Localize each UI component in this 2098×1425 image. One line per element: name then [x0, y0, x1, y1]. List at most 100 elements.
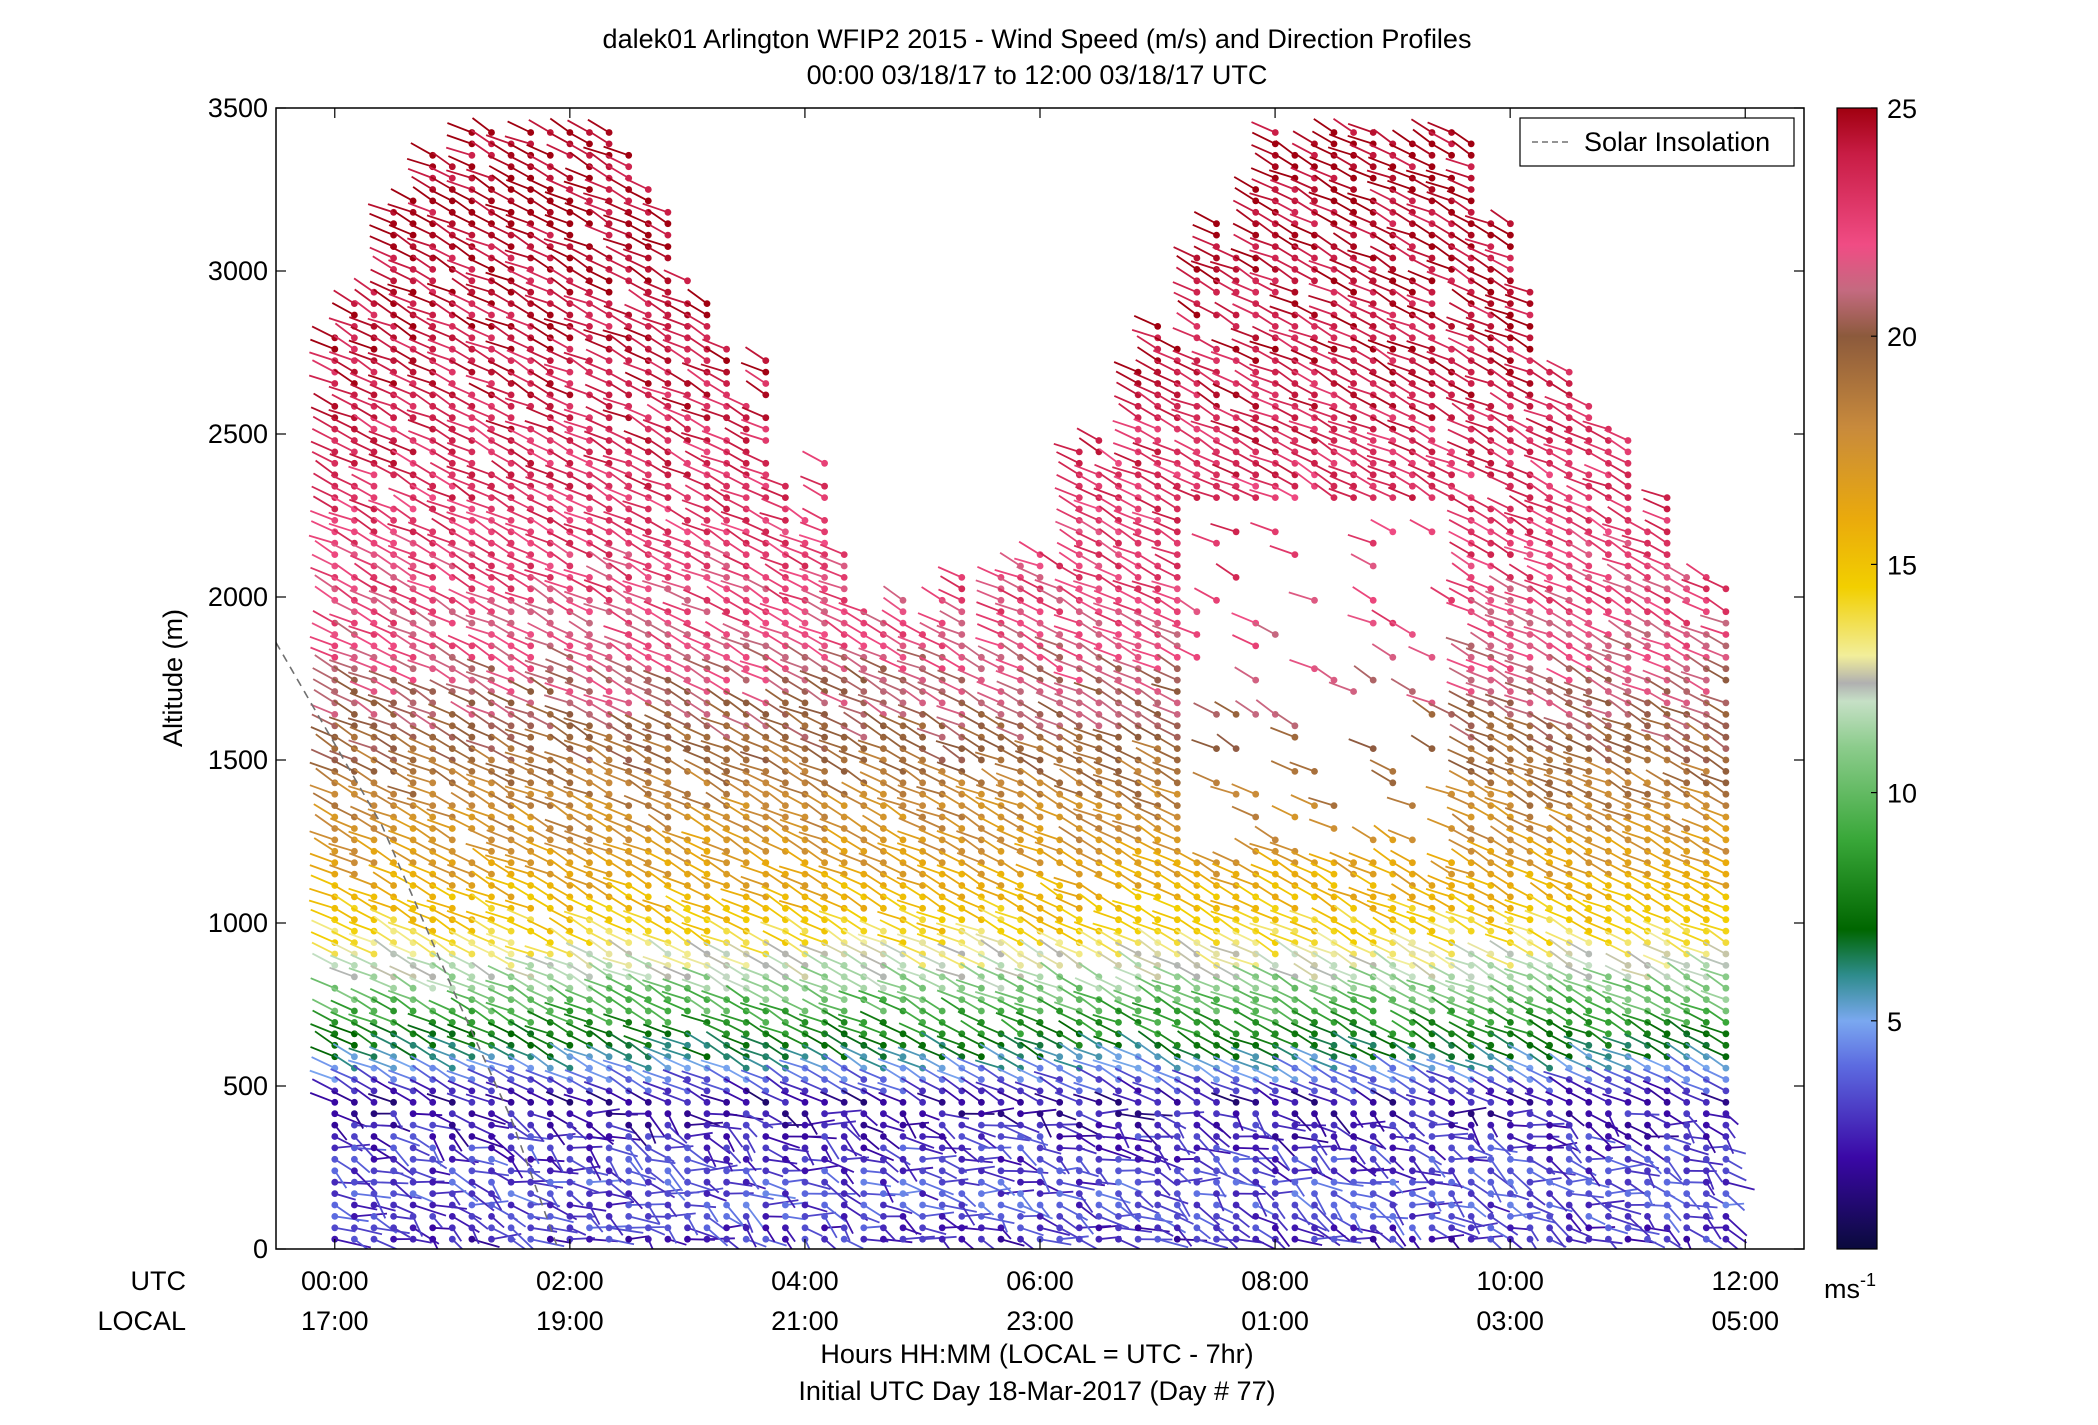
wind-vector-shaft [349, 875, 375, 887]
wind-vector-point [331, 711, 339, 718]
wind-vector-point [664, 1133, 672, 1140]
wind-vector-point [684, 1178, 691, 1186]
wind-vector-point [429, 1213, 437, 1220]
wind-vector-point [429, 1098, 437, 1106]
wind-vector-point [664, 208, 672, 216]
wind-vector-shaft [314, 574, 336, 590]
wind-vector-point [351, 311, 358, 319]
wind-vector-point [448, 1190, 456, 1197]
wind-vector-shaft [312, 495, 336, 510]
wind-vector-shaft [354, 1147, 387, 1151]
wind-vector-point [684, 1235, 691, 1243]
wind-vector-shaft [310, 908, 336, 921]
wind-vector-point [586, 596, 593, 604]
wind-vector [331, 919, 358, 935]
wind-vector-point [527, 288, 535, 296]
wind-vector-shaft [331, 439, 355, 453]
wind-vector-point [566, 288, 574, 296]
wind-vector-point [370, 1053, 378, 1061]
wind-vector-point [644, 893, 652, 901]
wind-vector-point [644, 1098, 652, 1106]
wind-vector-point [331, 653, 339, 661]
wind-vector [313, 837, 339, 855]
wind-vector-shaft [310, 874, 336, 887]
wind-vector-point [390, 1178, 397, 1186]
wind-vector-point [546, 186, 554, 193]
wind-vector-point [468, 494, 476, 501]
wind-vector-point [331, 699, 339, 707]
wind-vector-shaft [331, 393, 355, 408]
wind-vector-point [488, 197, 495, 205]
wind-vector [309, 864, 339, 878]
wind-vector-point [409, 653, 417, 661]
wind-vector-point [429, 813, 437, 821]
wind-vector-point [566, 425, 574, 433]
wind-vector [333, 334, 358, 353]
wind-vector-point [468, 1144, 476, 1152]
wind-vector-point [409, 1144, 417, 1152]
wind-vector-point [448, 174, 456, 182]
wind-vector-shaft [329, 966, 355, 978]
wind-vector-point [546, 790, 554, 798]
wind-vector-point [566, 1007, 574, 1015]
wind-vector-point [644, 505, 652, 513]
wind-vector-point [664, 813, 672, 821]
wind-vector-point [586, 505, 593, 513]
wind-vector-point [684, 950, 691, 958]
wind-vector-point [566, 779, 574, 787]
wind-vector-shaft [334, 585, 355, 602]
wind-vector-point [351, 1178, 358, 1186]
wind-vector-shaft [334, 1192, 356, 1201]
wind-vector-point [370, 859, 378, 867]
wind-vector [329, 613, 358, 627]
wind-vector-point [644, 231, 652, 239]
wind-vector-point [566, 517, 574, 524]
wind-vector-shaft [310, 977, 336, 990]
wind-vector-point [507, 745, 515, 752]
wind-vector-point [448, 676, 456, 684]
wind-vector-shaft [332, 427, 355, 442]
wind-vector-point [409, 1235, 417, 1243]
wind-vector-point [625, 1201, 633, 1209]
wind-vector [329, 817, 358, 832]
wind-vector-point [331, 836, 339, 844]
wind-vector-point [429, 1224, 437, 1232]
wind-vector-point [625, 1098, 633, 1106]
wind-vector-point [527, 756, 535, 764]
wind-vector-point [664, 220, 672, 228]
wind-vector-point [468, 882, 476, 889]
wind-vector-point [351, 1201, 358, 1209]
wind-vector-point [468, 1155, 476, 1163]
wind-vector-shaft [312, 678, 336, 693]
wind-vector-point [370, 950, 378, 958]
wind-vector [351, 1212, 388, 1220]
wind-vector-point [448, 619, 456, 627]
wind-vector-point [566, 551, 574, 558]
wind-vector [351, 1224, 383, 1236]
wind-vector [331, 987, 358, 1003]
wind-vector-shaft [352, 996, 375, 1012]
wind-vector-point [644, 562, 652, 570]
wind-vector-point [488, 1224, 495, 1232]
wind-vector-point [527, 596, 535, 604]
wind-vector-point [625, 802, 633, 809]
wind-vector-point [370, 711, 378, 718]
wind-vector [315, 733, 339, 752]
wind-vector-point [586, 1167, 593, 1175]
wind-vector-point [409, 505, 417, 513]
wind-vector-point [468, 733, 476, 741]
wind-vector-point [390, 1213, 397, 1220]
wind-vector-point [331, 1110, 339, 1118]
wind-vector-point [507, 1224, 515, 1232]
wind-vector-point [468, 1190, 476, 1197]
wind-vector-point [605, 402, 613, 410]
wind-vector-point [409, 1201, 417, 1209]
wind-vector [331, 1155, 353, 1172]
wind-vector-point [488, 1190, 495, 1197]
wind-vector-shaft [353, 1238, 369, 1249]
wind-vector-shaft [331, 919, 355, 932]
wind-vector-point [409, 1155, 417, 1163]
wind-vector-shaft [332, 496, 355, 510]
wind-vector-point [566, 174, 574, 182]
wind-vector-point [390, 414, 397, 422]
